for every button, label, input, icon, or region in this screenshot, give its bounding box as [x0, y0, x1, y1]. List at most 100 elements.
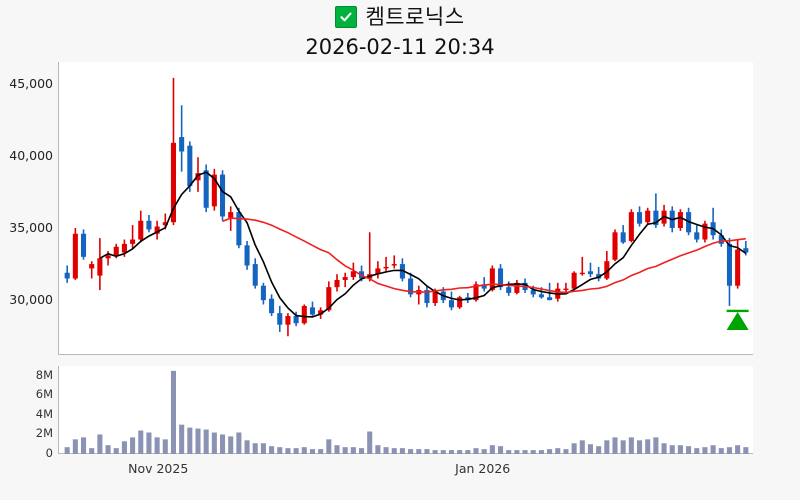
candle: [645, 207, 651, 226]
volume-axis-tick: 0: [45, 446, 53, 460]
volume-bar: [219, 434, 226, 454]
volume-bar: [203, 429, 209, 454]
volume-bar: [358, 448, 365, 454]
candle: [424, 285, 430, 308]
candle: [252, 258, 258, 289]
volume-bar: [318, 449, 324, 454]
volume-chart-panel[interactable]: [58, 366, 753, 454]
candle: [448, 291, 455, 311]
volume-bar: [497, 446, 504, 454]
volume-bar: [154, 437, 160, 454]
candle: [64, 265, 70, 283]
candle: [326, 281, 332, 312]
volume-bar: [743, 447, 749, 454]
candle: [187, 141, 193, 192]
volume-bar: [326, 439, 332, 454]
volume-bar: [391, 448, 397, 454]
candle: [391, 255, 397, 269]
volume-bar: [121, 441, 127, 454]
volume-bar: [620, 440, 626, 454]
volume-bar: [587, 444, 594, 454]
candle: [211, 168, 217, 211]
volume-bar: [718, 448, 724, 454]
volume-bar: [661, 443, 667, 454]
time-axis-tick: Nov 2025: [128, 461, 189, 476]
candle: [367, 232, 373, 282]
volume-bar: [604, 440, 610, 454]
volume-bar: [105, 445, 111, 454]
buy-marker[interactable]: [726, 309, 749, 330]
volume-bar: [448, 450, 455, 454]
volume-bar: [260, 443, 266, 454]
price-chart-canvas: [64, 77, 749, 337]
moving-average-line: [99, 171, 747, 318]
volume-bar: [489, 445, 495, 454]
volume-bar: [506, 450, 512, 454]
candle: [277, 305, 283, 332]
price-chart-panel[interactable]: [58, 62, 753, 355]
volume-bar: [236, 432, 242, 454]
volume-bar: [342, 447, 348, 454]
volume-bar: [481, 449, 487, 454]
price-axis-tick: 30,000: [9, 292, 53, 308]
volume-bar: [334, 445, 340, 454]
volume-bar: [146, 432, 152, 454]
axis-labels: 45,000 40,000 35,000 30,000 8M 6M 4M 2M 0: [0, 0, 53, 500]
candle: [244, 240, 250, 270]
candle: [571, 271, 577, 291]
candle: [416, 285, 422, 305]
candle: [342, 272, 348, 288]
volume-bar: [514, 450, 520, 454]
volume-bar: [170, 370, 177, 454]
candle: [97, 238, 103, 291]
volume-bar: [677, 445, 683, 454]
candle: [702, 220, 708, 243]
candle: [408, 272, 414, 298]
candle: [219, 170, 226, 221]
volume-bar: [563, 449, 569, 454]
candle: [154, 220, 160, 240]
volume-axis-tick: 4M: [35, 406, 53, 421]
volume-axis-tick: 8M: [35, 367, 53, 382]
volume-bar: [408, 449, 414, 454]
volume-bar: [596, 446, 602, 454]
candle: [146, 214, 152, 233]
volume-bar: [547, 449, 553, 454]
price-axis-tick: 45,000: [9, 75, 53, 91]
candle: [293, 311, 299, 327]
volume-chart-canvas: [64, 370, 749, 454]
volume-bar: [440, 450, 446, 454]
volume-bar: [285, 448, 291, 454]
volume-bar: [80, 437, 87, 454]
candle: [285, 313, 291, 337]
green-check-icon: [335, 6, 358, 28]
candle: [710, 207, 716, 240]
candle: [89, 261, 95, 279]
volume-bar: [252, 443, 258, 454]
volume-bar: [612, 437, 618, 454]
candle: [514, 279, 520, 295]
volume-bar: [228, 436, 234, 454]
volume-bar: [72, 439, 78, 454]
candle: [269, 294, 275, 317]
volume-bar: [113, 448, 119, 454]
volume-bar: [179, 424, 185, 454]
candle: [138, 210, 144, 243]
volume-bar: [277, 447, 283, 454]
candle: [636, 206, 643, 227]
volume-bar: [89, 448, 95, 454]
volume-bar: [269, 446, 275, 454]
volume-bar: [465, 450, 471, 454]
volume-bar: [636, 440, 643, 454]
volume-bar: [211, 432, 217, 454]
volume-bar: [97, 434, 103, 454]
candle: [587, 262, 594, 278]
candle: [620, 225, 626, 244]
volume-bar: [424, 449, 430, 454]
candle: [694, 225, 700, 243]
volume-bar: [130, 437, 136, 454]
volume-bar: [367, 431, 373, 454]
volume-bar: [710, 445, 716, 454]
title-row: 켐트로닉스: [0, 0, 800, 32]
volume-bar: [694, 448, 700, 454]
